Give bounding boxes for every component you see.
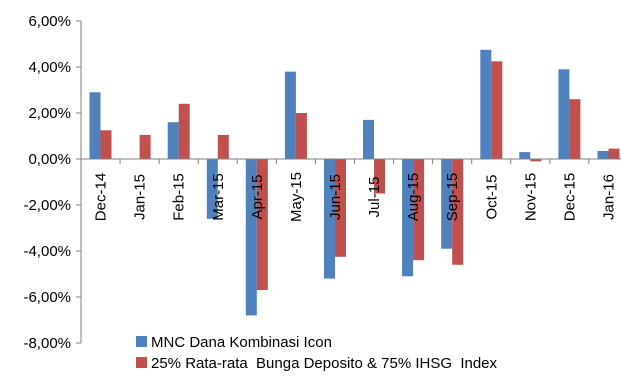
bar-benchmark-jun-15 — [335, 159, 346, 257]
bar-benchmark-jan-16 — [608, 148, 620, 159]
x-tick-label: Mar-15 — [210, 173, 227, 221]
bar-benchmark-jan-15 — [139, 134, 151, 159]
x-tick-label: Aug-15 — [405, 173, 422, 221]
x-tick-label: Nov-15 — [522, 173, 539, 221]
bar-fund-mar-15 — [206, 159, 218, 219]
bar-benchmark-apr-15 — [256, 159, 268, 291]
bar-benchmark-feb-15 — [178, 103, 190, 159]
bar-benchmark-may-15 — [295, 113, 307, 159]
x-tick-label: May-15 — [288, 172, 305, 222]
legend-swatch — [136, 336, 147, 347]
y-tick-label: -2,00% — [23, 197, 71, 214]
x-tick-label: Jul-15 — [366, 177, 383, 218]
y-tick-label: -6,00% — [23, 289, 71, 306]
y-tick-label: -8,00% — [23, 335, 71, 352]
x-tick-label: Dec-14 — [93, 173, 110, 221]
bar-benchmark-sep-15 — [452, 159, 464, 265]
bar-fund-nov-15 — [519, 152, 531, 159]
legend-label: 25% Rata-rata Bunga Deposito & 75% IHSG … — [151, 355, 498, 372]
bar-benchmark-dec-14 — [100, 130, 112, 160]
y-tick-label: 6,00% — [28, 13, 71, 30]
bars-layer — [89, 49, 620, 316]
y-tick-label: 0,00% — [28, 151, 71, 168]
bar-benchmark-jul-15 — [374, 159, 385, 194]
x-tick-label: Jan-16 — [600, 174, 617, 220]
bar-benchmark-dec-15 — [569, 99, 581, 159]
bar-fund-dec-15 — [558, 69, 570, 159]
x-tick-label: Feb-15 — [171, 173, 188, 221]
x-tick-label: Oct-15 — [483, 174, 500, 219]
bar-fund-sep-15 — [441, 159, 453, 249]
x-tick-label: Apr-15 — [249, 174, 266, 219]
x-tick-label: Dec-15 — [561, 173, 578, 221]
x-tick-label: Sep-15 — [444, 173, 461, 221]
bar-benchmark-aug-15 — [413, 159, 425, 261]
legend: MNC Dana Kombinasi Icon 25% Rata-rata Bun… — [136, 334, 498, 372]
y-tick-label: 2,00% — [28, 105, 71, 122]
bar-fund-jul-15 — [363, 119, 374, 159]
bar-fund-oct-15 — [480, 49, 492, 160]
y-tick-label: 4,00% — [28, 59, 71, 76]
bar-benchmark-oct-15 — [491, 61, 503, 160]
bar-fund-dec-14 — [89, 92, 101, 159]
y-tick-label: -4,00% — [23, 243, 71, 260]
bar-fund-feb-15 — [167, 122, 179, 159]
bar-fund-aug-15 — [402, 159, 414, 277]
bar-fund-jun-15 — [324, 159, 335, 279]
bar-benchmark-mar-15 — [217, 134, 229, 159]
legend-label: MNC Dana Kombinasi Icon — [151, 334, 332, 351]
bar-fund-jan-16 — [597, 151, 609, 159]
bar-benchmark-nov-15 — [530, 159, 542, 162]
bar-fund-apr-15 — [245, 159, 257, 316]
x-tick-label: Jan-15 — [132, 174, 149, 220]
axes-layer: 6,00% 4,00% 2,00% 0,00% -2,00% -4,00% -6,00% -8… — [23, 13, 621, 352]
bar-fund-may-15 — [284, 71, 296, 159]
legend-swatch — [136, 357, 147, 368]
x-tick-label: Jun-15 — [327, 174, 344, 220]
